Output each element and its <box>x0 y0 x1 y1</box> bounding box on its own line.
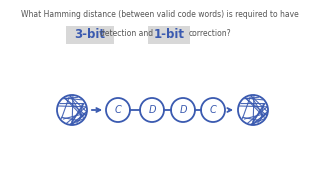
Text: C: C <box>115 105 121 115</box>
Text: 3-bit: 3-bit <box>75 28 106 40</box>
Text: What Hamming distance (between valid code words) is required to have: What Hamming distance (between valid cod… <box>21 10 299 19</box>
FancyBboxPatch shape <box>66 26 114 44</box>
FancyBboxPatch shape <box>148 26 190 44</box>
Text: D: D <box>148 105 156 115</box>
Text: D: D <box>179 105 187 115</box>
Text: C: C <box>210 105 216 115</box>
Text: detection and: detection and <box>100 30 154 39</box>
Text: correction?: correction? <box>189 30 231 39</box>
Text: 1-bit: 1-bit <box>154 28 185 40</box>
